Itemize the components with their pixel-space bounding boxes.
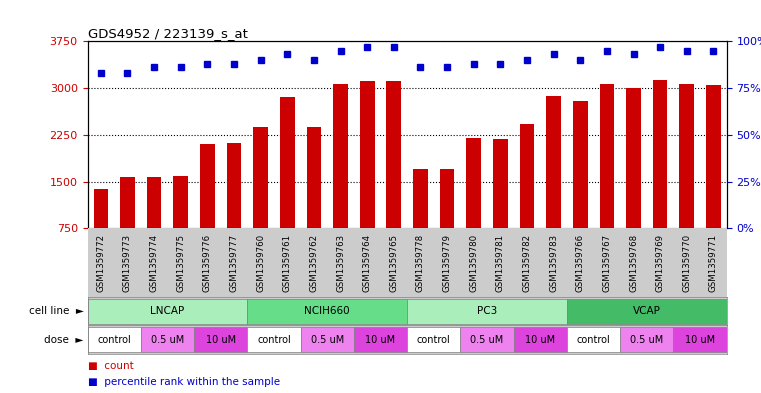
Bar [546, 96, 561, 228]
Text: 10 uM: 10 uM [365, 334, 396, 345]
Bar [301, 327, 354, 352]
Bar [626, 88, 641, 228]
Bar [147, 177, 161, 228]
Text: 10 uM: 10 uM [685, 334, 715, 345]
Text: GSM1359765: GSM1359765 [390, 234, 398, 292]
Bar [174, 176, 188, 228]
Text: 10 uM: 10 uM [525, 334, 556, 345]
Bar [680, 84, 694, 228]
Text: ■  percentile rank within the sample: ■ percentile rank within the sample [88, 377, 279, 387]
Text: GSM1359775: GSM1359775 [177, 234, 185, 292]
Text: control: control [257, 334, 291, 345]
Bar [354, 327, 407, 352]
Text: GSM1359782: GSM1359782 [523, 234, 531, 292]
Bar [360, 81, 374, 228]
Text: control: control [417, 334, 451, 345]
Text: 0.5 uM: 0.5 uM [630, 334, 664, 345]
Bar [307, 127, 321, 228]
Bar [407, 299, 567, 324]
Bar [88, 299, 247, 324]
Text: NCIH660: NCIH660 [304, 306, 350, 316]
Bar [88, 327, 141, 352]
Text: GSM1359767: GSM1359767 [603, 234, 611, 292]
Text: 0.5 uM: 0.5 uM [151, 334, 184, 345]
Bar [194, 327, 247, 352]
Text: GSM1359760: GSM1359760 [256, 234, 265, 292]
Text: GSM1359776: GSM1359776 [203, 234, 212, 292]
Text: GSM1359780: GSM1359780 [470, 234, 478, 292]
Text: GSM1359773: GSM1359773 [123, 234, 132, 292]
Bar [333, 84, 348, 228]
Bar [573, 101, 587, 228]
Bar [493, 139, 508, 228]
Text: GSM1359783: GSM1359783 [549, 234, 558, 292]
Bar [440, 169, 454, 228]
Text: LNCAP: LNCAP [150, 306, 185, 316]
Text: 10 uM: 10 uM [205, 334, 236, 345]
Text: control: control [97, 334, 131, 345]
Bar [227, 143, 241, 228]
Bar [600, 84, 614, 228]
Text: GSM1359770: GSM1359770 [683, 234, 691, 292]
Text: GDS4952 / 223139_s_at: GDS4952 / 223139_s_at [88, 27, 247, 40]
Text: GSM1359763: GSM1359763 [336, 234, 345, 292]
Text: GSM1359778: GSM1359778 [416, 234, 425, 292]
Bar [253, 127, 268, 228]
Bar [520, 123, 534, 228]
Text: PC3: PC3 [477, 306, 497, 316]
Bar [620, 327, 673, 352]
Bar [247, 327, 301, 352]
Bar [706, 85, 721, 228]
Text: GSM1359768: GSM1359768 [629, 234, 638, 292]
Bar [567, 299, 727, 324]
Bar [653, 80, 667, 228]
Text: GSM1359766: GSM1359766 [576, 234, 584, 292]
Text: 0.5 uM: 0.5 uM [470, 334, 504, 345]
Bar [567, 327, 620, 352]
Text: GSM1359761: GSM1359761 [283, 234, 291, 292]
Text: cell line  ►: cell line ► [29, 306, 84, 316]
Bar [247, 299, 407, 324]
Text: control: control [577, 334, 610, 345]
Text: dose  ►: dose ► [44, 334, 84, 345]
Text: GSM1359764: GSM1359764 [363, 234, 371, 292]
Bar [387, 81, 401, 228]
Text: GSM1359781: GSM1359781 [496, 234, 505, 292]
Text: GSM1359777: GSM1359777 [230, 234, 238, 292]
Text: GSM1359762: GSM1359762 [310, 234, 318, 292]
Bar [466, 138, 481, 228]
Bar [120, 177, 135, 228]
Text: 0.5 uM: 0.5 uM [310, 334, 344, 345]
Bar [141, 327, 194, 352]
Bar [514, 327, 567, 352]
Bar [94, 189, 108, 228]
Bar [673, 327, 727, 352]
Text: VCAP: VCAP [633, 306, 661, 316]
Text: GSM1359769: GSM1359769 [656, 234, 664, 292]
Bar [460, 327, 514, 352]
Text: GSM1359779: GSM1359779 [443, 234, 451, 292]
Bar [407, 327, 460, 352]
Text: GSM1359771: GSM1359771 [709, 234, 718, 292]
Text: GSM1359772: GSM1359772 [97, 234, 105, 292]
Bar [280, 97, 295, 228]
Text: GSM1359774: GSM1359774 [150, 234, 158, 292]
Bar [200, 144, 215, 228]
Text: ■  count: ■ count [88, 361, 133, 371]
Bar [413, 169, 428, 228]
